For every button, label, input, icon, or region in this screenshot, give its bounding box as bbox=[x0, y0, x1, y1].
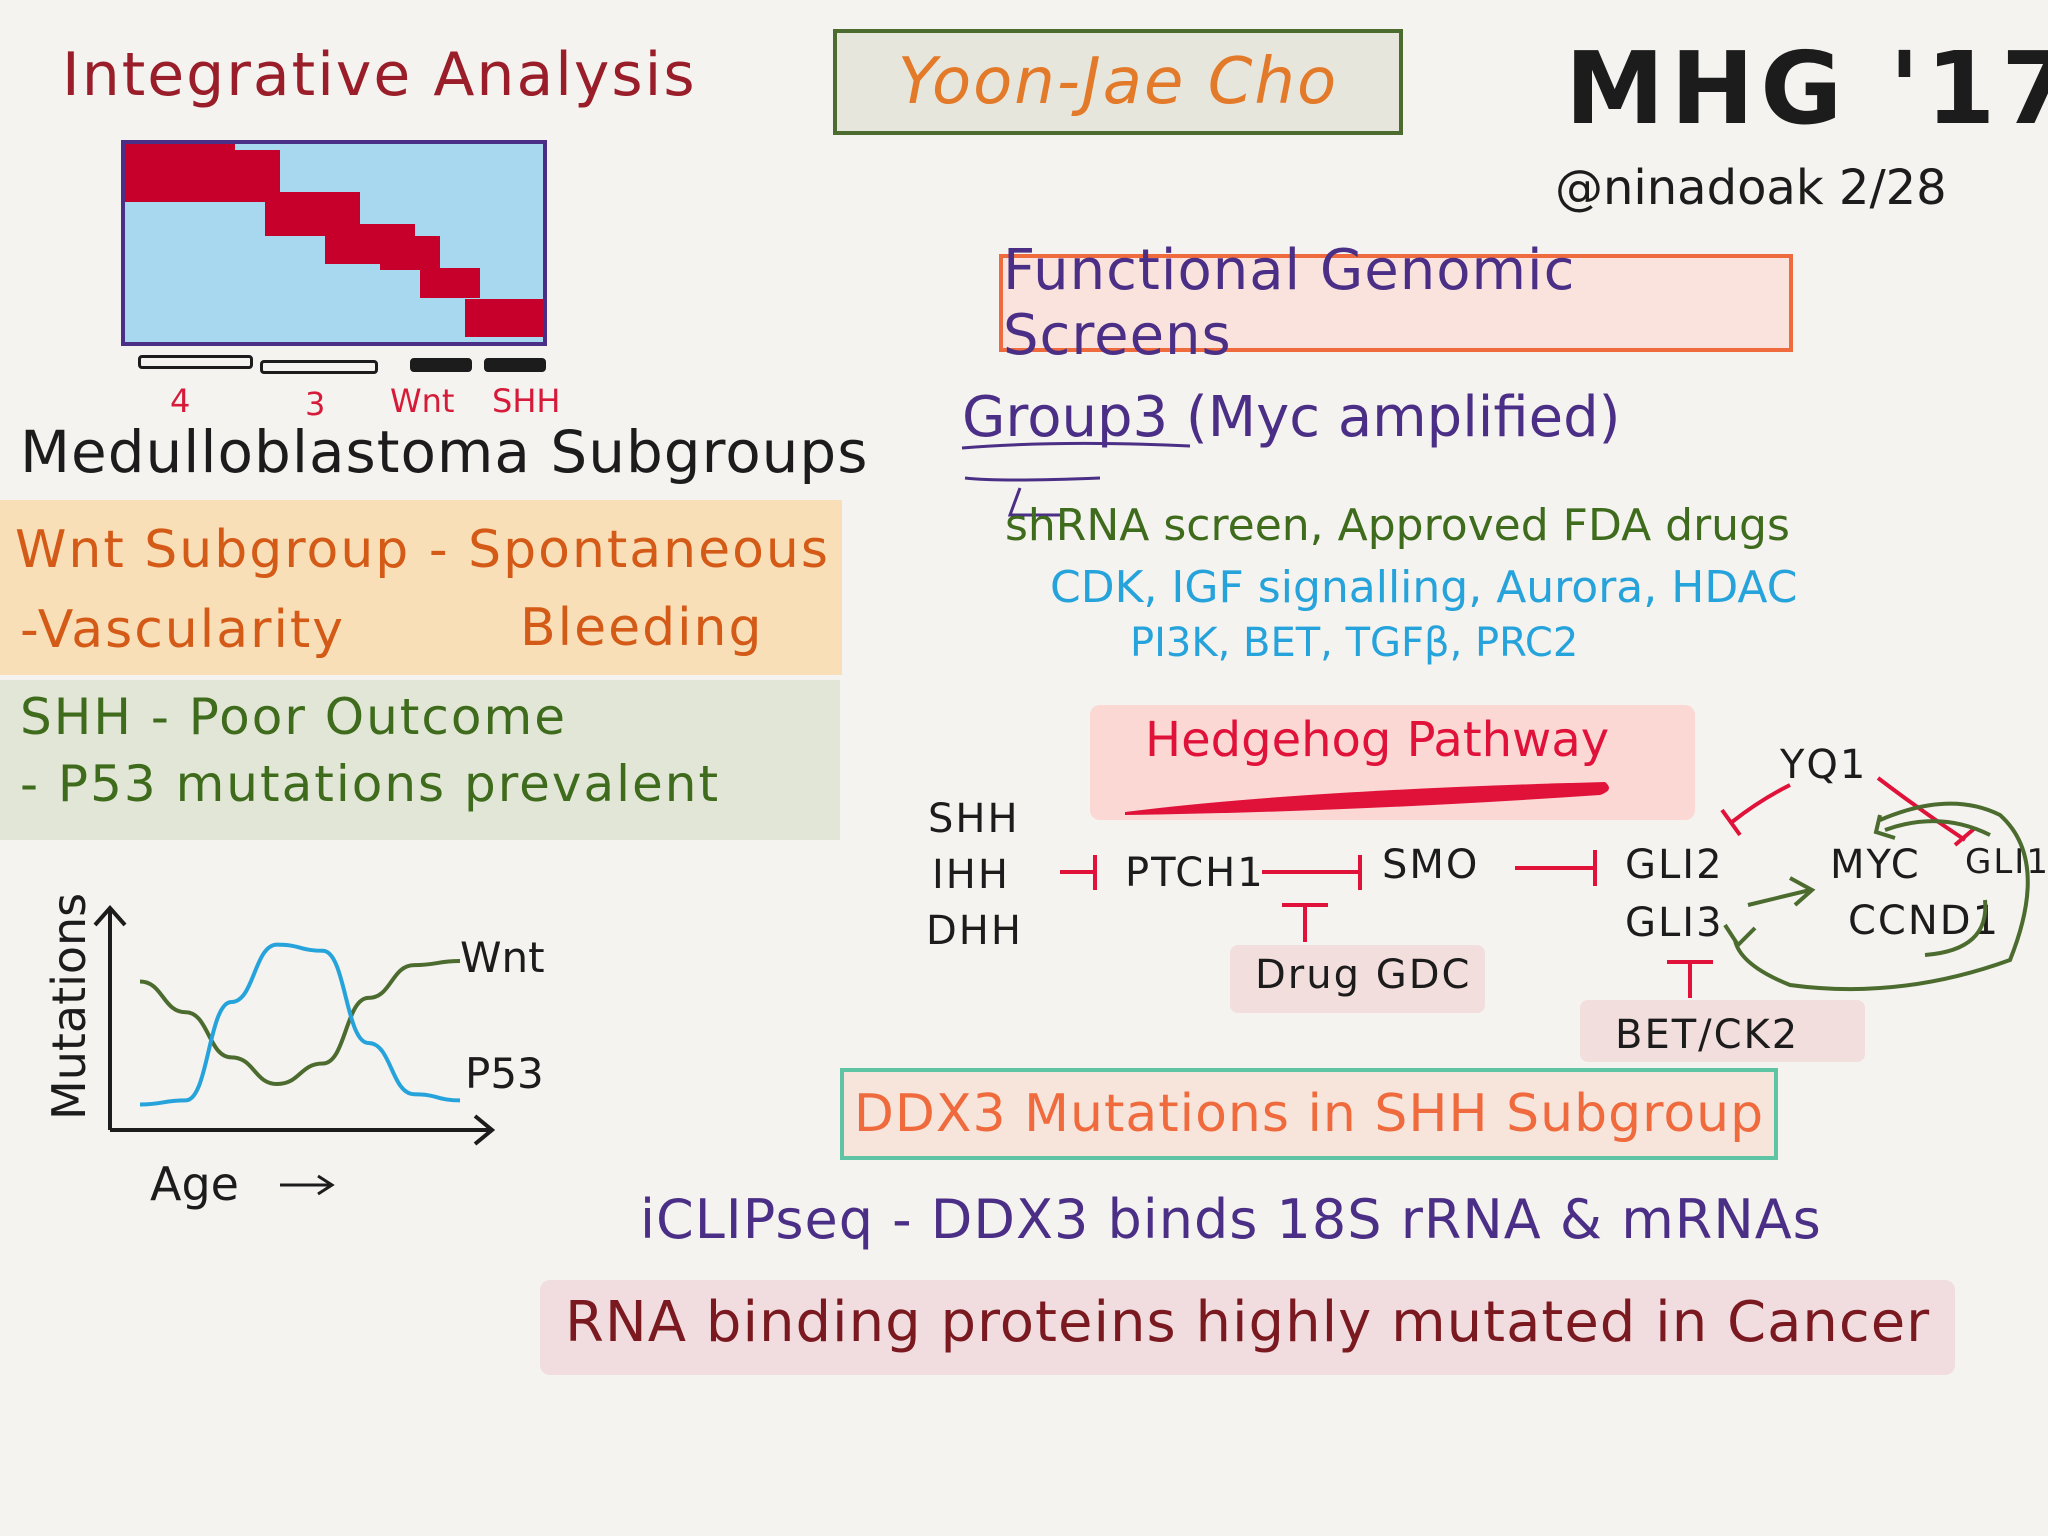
heatmap-block bbox=[125, 144, 235, 184]
bet-box bbox=[1580, 1000, 1865, 1062]
drug-box bbox=[1230, 945, 1485, 1013]
shrna-screen-line: shRNA screen, Approved FDA drugs bbox=[1005, 500, 1790, 551]
wnt-bar bbox=[410, 358, 472, 372]
targets-line2: PI3K, BET, TGFβ, PRC2 bbox=[1130, 620, 1579, 666]
ptch1-node: PTCH1 bbox=[1125, 850, 1265, 896]
x-label-arrowhead bbox=[317, 1174, 335, 1196]
gli1-node: GLI1 bbox=[1965, 842, 2048, 882]
targets-line1: CDK, IGF signalling, Aurora, HDAC bbox=[1050, 562, 1798, 613]
ddx3-title-box: DDX3 Mutations in SHH Subgroup bbox=[840, 1068, 1778, 1160]
drug-gdc-label: Drug GDC bbox=[1255, 952, 1472, 998]
integrative-heatmap bbox=[121, 140, 547, 346]
functional-genomic-title: Functional Genomic Screens bbox=[1003, 238, 1576, 368]
series-label-wnt: Wnt bbox=[460, 933, 545, 982]
functional-genomic-box: Functional Genomic Screens bbox=[999, 238, 1793, 368]
gli3-node: GLI3 bbox=[1625, 900, 1724, 946]
mutation-age-chart: Mutations Age Wnt P53 bbox=[42, 893, 545, 1211]
heatmap-block bbox=[420, 268, 480, 298]
y-axis-label: Mutations bbox=[42, 893, 96, 1120]
series-line-wnt bbox=[139, 959, 461, 1087]
speaker-name: Yoon-Jae Cho bbox=[897, 45, 1339, 119]
ligand-ihh: IHH bbox=[932, 852, 1010, 898]
medulloblastoma-title: Medulloblastoma Subgroups bbox=[20, 418, 869, 486]
integrative-analysis-title: Integrative Analysis bbox=[62, 40, 697, 110]
wnt-label: Wnt bbox=[390, 382, 455, 420]
series-line-p53 bbox=[139, 942, 461, 1107]
series-label-p53: P53 bbox=[465, 1049, 544, 1098]
shh-line2: - P53 mutations prevalent bbox=[20, 755, 721, 813]
wnt-band bbox=[0, 500, 842, 675]
group3-bar bbox=[260, 360, 378, 374]
heatmap-block bbox=[465, 299, 543, 337]
wnt-line2b: Bleeding bbox=[520, 598, 764, 658]
ligand-dhh: DHH bbox=[926, 908, 1023, 954]
ligand-shh: SHH bbox=[928, 796, 1020, 842]
series-layer bbox=[139, 942, 461, 1107]
conference-title: MHG '17 bbox=[1565, 30, 2048, 147]
wnt-line2a: -Vascularity bbox=[20, 600, 346, 660]
myc-node: MYC bbox=[1830, 842, 1921, 888]
shh-line1: SHH - Poor Outcome bbox=[20, 688, 567, 746]
author-handle: @ninadoak 2/28 bbox=[1555, 160, 1947, 216]
rbp-box bbox=[540, 1280, 1955, 1375]
group4-label: 4 bbox=[170, 382, 191, 420]
hedgehog-title: Hedgehog Pathway bbox=[1145, 712, 1610, 768]
rbp-line: RNA binding proteins highly mutated in C… bbox=[565, 1290, 1931, 1355]
bet-ck2-label: BET/CK2 bbox=[1615, 1012, 1800, 1058]
y-axis-arrow bbox=[93, 904, 127, 927]
gli2-node: GLI2 bbox=[1625, 842, 1724, 888]
shh-bar bbox=[484, 358, 546, 372]
ccnd1-node: CCND1 bbox=[1848, 898, 2001, 944]
heatmap-block bbox=[380, 236, 440, 270]
x-axis-label: Age bbox=[150, 1157, 239, 1211]
group3-label: 3 bbox=[305, 385, 326, 423]
shh-label: SHH bbox=[492, 382, 561, 420]
group3-heading: Group3 (Myc amplified) bbox=[962, 385, 1621, 450]
wnt-line1: Wnt Subgroup - Spontaneous bbox=[15, 520, 830, 580]
iclip-line: iCLIPseq - DDX3 binds 18S rRNA & mRNAs bbox=[640, 1188, 1822, 1251]
speaker-title-box: Yoon-Jae Cho bbox=[833, 29, 1403, 135]
shh-band bbox=[0, 680, 840, 840]
group4-bar bbox=[138, 355, 253, 369]
x-axis-arrow bbox=[473, 1114, 496, 1146]
ddx3-title: DDX3 Mutations in SHH Subgroup bbox=[853, 1084, 1765, 1144]
smo-node: SMO bbox=[1382, 842, 1480, 888]
yq1-node: YQ1 bbox=[1780, 742, 1868, 788]
